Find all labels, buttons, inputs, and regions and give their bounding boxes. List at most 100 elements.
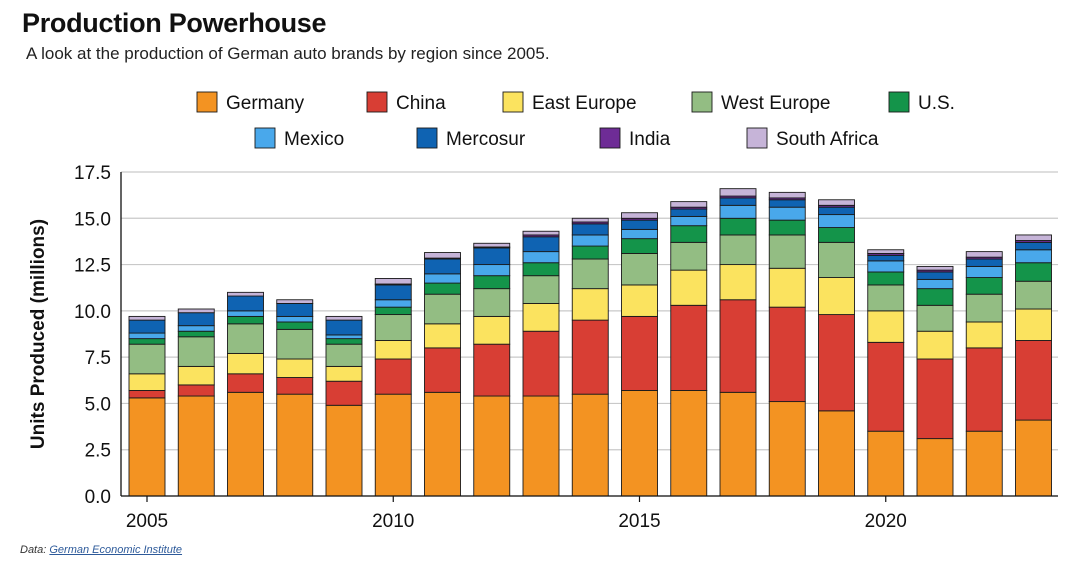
bar-u-s-2016 [670,225,708,243]
bar-mercosur-2021 [916,271,954,280]
bar-south-africa-2016 [670,201,708,208]
bar-mexico-2011 [424,273,461,284]
bar-mercosur-2019 [818,206,855,216]
bar-germany-2011 [424,391,461,497]
bar-east-europe-2007 [227,352,264,375]
legend-swatch [416,127,438,149]
legend-swatch [691,91,713,113]
bar-mercosur-2015 [621,219,658,230]
legend-swatch [746,127,768,149]
bar-mexico-2007 [227,310,264,317]
legend-label: India [629,129,671,150]
bar-china-2020 [867,341,905,432]
bar-west-europe-2008 [276,328,314,360]
bar-mexico-2020 [867,260,905,273]
x-tick-label: 2020 [865,511,907,532]
bar-u-s-2010 [374,306,412,316]
bar-mexico-2018 [768,206,806,221]
bar-south-africa-2011 [424,252,461,259]
bar-u-s-2011 [424,282,461,295]
bar-mercosur-2009 [325,319,363,336]
bar-china-2006 [177,384,215,397]
bar-china-2013 [522,330,560,397]
bar-mexico-2014 [571,234,609,247]
legend-swatch [254,127,276,149]
bar-germany-2019 [818,410,855,497]
legend-swatch [366,91,388,113]
bar-east-europe-2015 [621,284,658,317]
bar-china-2021 [916,358,954,440]
bar-mercosur-2006 [177,312,215,327]
y-tick-label: 15.0 [74,209,111,230]
bar-mexico-2019 [818,214,855,228]
source-prefix: Data: [20,544,47,556]
bar-germany-2012 [473,395,511,497]
bar-west-europe-2018 [768,234,806,269]
bar-china-2022 [965,347,1003,432]
legend-label: South Africa [776,129,879,150]
bar-east-europe-2020 [867,310,905,343]
bar-mexico-2016 [670,215,708,227]
bar-south-africa-2018 [768,191,806,199]
bar-u-s-2007 [227,315,264,325]
bar-mercosur-2005 [128,319,166,334]
bar-germany-2020 [867,430,905,497]
bar-west-europe-2019 [818,241,855,278]
bar-u-s-2021 [916,288,954,306]
bar-u-s-2015 [621,238,658,254]
bar-u-s-2005 [128,338,166,345]
bar-china-2005 [128,390,166,399]
bar-u-s-2006 [177,330,215,338]
bar-germany-2010 [374,393,412,497]
bar-china-2016 [670,304,708,391]
bar-u-s-2013 [522,262,560,277]
bar-germany-2018 [768,401,806,497]
bar-germany-2013 [522,395,560,497]
bar-mercosur-2022 [965,258,1003,267]
axes: 0.0 2.5 5.0 7.5 10.0 12.5 15.0 17.5 2005 2010 2015… [74,163,1058,532]
bar-china-2023 [1015,340,1052,421]
bar-china-2017 [719,299,757,393]
bar-east-europe-2014 [571,288,609,321]
bar-u-s-2018 [768,219,806,236]
y-tick-label: 7.5 [85,348,111,369]
bar-west-europe-2010 [374,314,412,341]
bar-mexico-2023 [1015,249,1052,264]
bar-west-europe-2021 [916,304,954,332]
legend-label: U.S. [918,93,955,114]
bar-mercosur-2023 [1015,241,1052,251]
bar-germany-2017 [719,391,757,497]
legend-item-india: India [599,127,671,150]
bar-west-europe-2023 [1015,280,1052,310]
y-tick-label: 17.5 [74,163,111,184]
bar-germany-2006 [177,395,215,497]
bar-mercosur-2020 [867,254,905,262]
y-axis-title: Units Produced (millions) [28,219,49,449]
bar-series-group [128,188,1052,497]
bar-germany-2015 [621,390,658,497]
y-tick-label: 12.5 [74,256,111,277]
legend-swatch [599,127,621,149]
source-link[interactable]: German Economic Institute [49,544,183,556]
bar-mercosur-2013 [522,236,560,253]
bar-china-2015 [621,315,658,391]
bar-east-europe-2016 [670,269,708,306]
bar-mexico-2005 [128,332,166,340]
bar-germany-2021 [916,438,954,497]
bar-germany-2007 [227,391,264,497]
bar-mexico-2008 [276,315,314,323]
bar-south-africa-2017 [719,188,757,197]
bar-west-europe-2012 [473,288,511,317]
bar-west-europe-2020 [867,284,905,312]
bar-mercosur-2014 [571,223,609,236]
stacked-bar-chart: Germany China East Europe West Europe U.S. Me… [28,91,1058,532]
bar-germany-2005 [128,397,166,497]
bar-china-2008 [276,377,314,395]
bar-east-europe-2011 [424,323,461,349]
bar-china-2011 [424,347,461,393]
bar-south-africa-2009 [325,315,363,321]
bar-u-s-2014 [571,245,609,260]
bar-east-europe-2018 [768,267,806,308]
bar-east-europe-2006 [177,365,215,386]
y-tick-label: 0.0 [85,487,111,508]
